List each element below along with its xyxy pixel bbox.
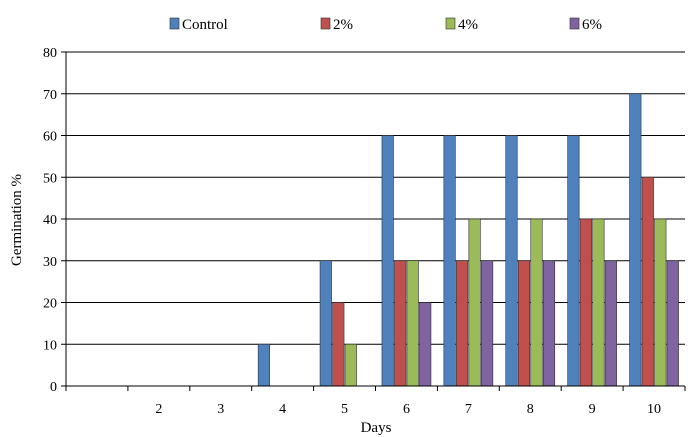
y-tick-labels: 0 10 20 30 40 50 60 70 80 [43, 46, 57, 395]
y-tick-label: 40 [43, 213, 57, 228]
axes [65, 52, 686, 391]
bar-4pct-7 [468, 218, 481, 387]
bar-control-5 [319, 260, 332, 387]
x-tick-label: 3 [217, 402, 224, 417]
bar-2pct-6 [394, 260, 407, 387]
x-tick-label: 6 [403, 402, 410, 417]
bar-control-7 [443, 135, 456, 387]
legend-swatch [445, 17, 456, 30]
bar-6pct-7 [481, 260, 494, 387]
bar-2pct-7 [456, 260, 469, 387]
bar-2pct-10 [641, 176, 654, 387]
legend-swatch [169, 17, 180, 30]
bar-4pct-5 [344, 343, 357, 387]
bar-2pct-5 [332, 302, 345, 387]
bar-control-10 [629, 93, 642, 387]
x-tick-label: 10 [647, 402, 661, 417]
legend-label: 4% [458, 17, 478, 33]
bar-4pct-9 [592, 218, 605, 387]
y-tick-label: 10 [43, 338, 57, 353]
bar-control-6 [381, 135, 394, 387]
legend: Control 2% 4% 6% [169, 17, 602, 33]
bar-6pct-9 [604, 260, 617, 387]
legend-label: 6% [582, 17, 602, 33]
x-tick-label: 7 [465, 402, 472, 417]
legend-swatch [320, 17, 331, 30]
bar-2pct-8 [517, 260, 531, 387]
legend-label: Control [182, 17, 228, 33]
y-tick-label: 30 [43, 255, 57, 270]
legend-swatch [569, 17, 580, 30]
y-tick-label: 50 [43, 171, 57, 186]
bar-4pct-10 [654, 218, 667, 387]
bar-6pct-8 [542, 260, 556, 387]
bar-control-8 [505, 135, 518, 387]
x-axis-title: Days [361, 420, 392, 436]
bar-6pct-6 [419, 302, 432, 387]
x-tick-labels: 2 3 4 5 6 7 8 9 10 [155, 402, 661, 417]
y-tick-label: 70 [43, 88, 57, 103]
x-tick-label: 4 [279, 402, 286, 417]
bar-4pct-6 [406, 260, 419, 387]
y-tick-label: 20 [43, 297, 57, 312]
y-tick-label: 0 [50, 380, 57, 395]
bars [257, 93, 679, 387]
x-tick-label: 2 [155, 402, 162, 417]
y-axis-title: Germination % [9, 174, 25, 266]
bar-control-4 [257, 343, 270, 387]
y-tick-label: 60 [43, 130, 57, 145]
bar-6pct-10 [666, 260, 679, 387]
x-tick-label: 9 [589, 402, 596, 417]
x-tick-label: 8 [527, 402, 534, 417]
bar-2pct-9 [579, 218, 592, 387]
x-tick-label: 5 [341, 402, 348, 417]
bar-4pct-8 [530, 218, 543, 387]
gridlines [61, 51, 685, 387]
legend-label: 2% [333, 17, 353, 33]
y-tick-label: 80 [43, 46, 57, 61]
bar-control-9 [567, 135, 580, 387]
